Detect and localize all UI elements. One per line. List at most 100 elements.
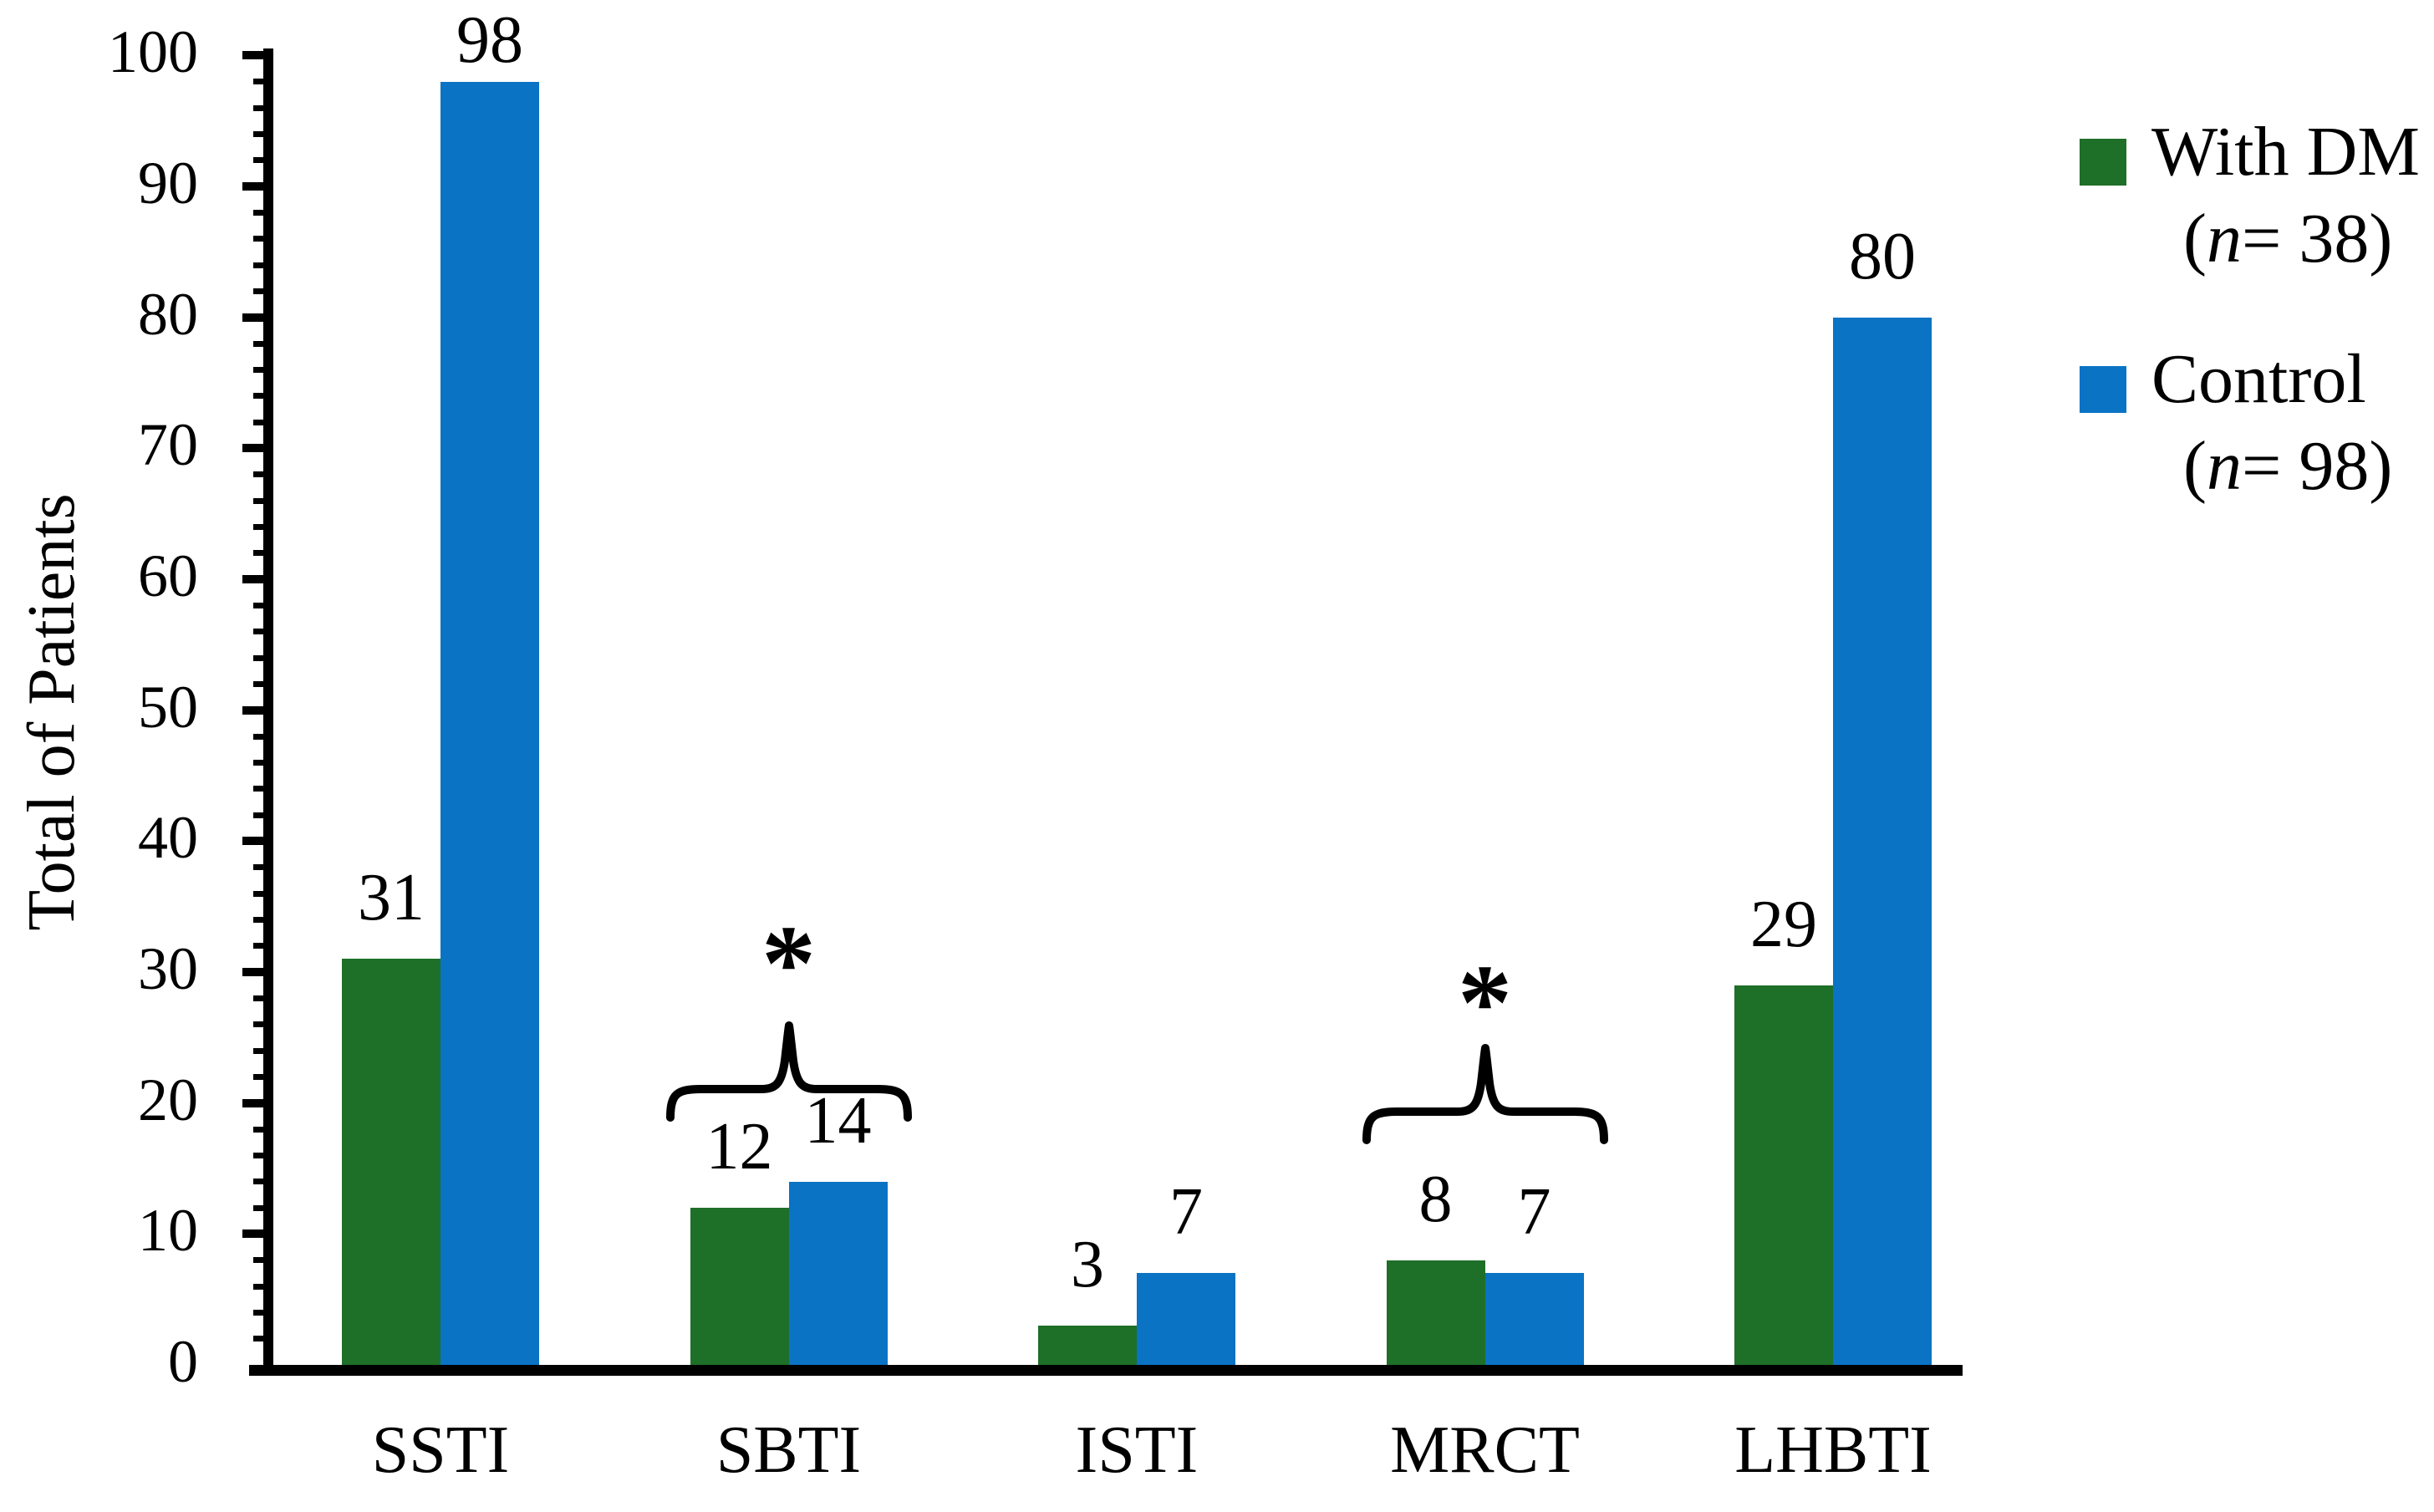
y-minor-tick [253,1021,273,1028]
category-label-ssti: SSTI [371,1413,510,1487]
y-major-tick [242,968,273,976]
y-major-tick [242,182,273,191]
y-minor-tick [253,1126,273,1133]
significance-brace-mrct [1362,1044,1608,1144]
y-minor-tick [253,812,273,818]
y-minor-tick [253,1204,273,1211]
y-tick-label: 80 [138,280,198,348]
y-minor-tick [253,995,273,1001]
y-major-tick [242,51,273,60]
y-minor-tick [253,943,273,949]
y-minor-tick [253,393,273,400]
legend-sub-open: ( [2183,200,2207,277]
y-minor-tick [253,550,273,557]
significance-asterisk-mrct: * [1458,943,1512,1063]
bar-control-isti [1137,1273,1235,1365]
y-minor-tick [253,1152,273,1158]
bar-control-sbti [788,1181,888,1365]
legend-swatch-control [2080,366,2126,413]
bar-with-dm-mrct [1386,1260,1485,1365]
legend-label-with-dm: With DM [2151,113,2420,191]
y-minor-tick [253,1047,273,1054]
y-minor-tick [253,654,273,661]
y-tick-label: 60 [138,542,198,609]
y-minor-tick [253,733,273,740]
y-minor-tick [253,1179,273,1185]
y-minor-tick [253,602,273,608]
legend-sub-open: ( [2183,427,2207,505]
y-minor-tick [253,786,273,792]
y-minor-tick [253,680,273,687]
y-minor-tick [253,1283,273,1290]
value-label-isti-with-dm: 3 [1071,1228,1104,1301]
category-label-isti: ISTI [1075,1413,1199,1487]
category-label-lhbti: LHBTI [1734,1413,1932,1487]
y-minor-tick [253,262,273,268]
bar-control-ssti [440,81,539,1365]
y-minor-tick [253,130,273,137]
y-minor-tick [253,471,273,478]
y-minor-tick [253,366,273,373]
y-major-tick [242,444,273,453]
value-label-sbti-control: 14 [804,1083,872,1158]
y-minor-tick [253,523,273,530]
value-label-lhbti-with-dm: 29 [1750,887,1817,961]
y-major-tick [242,1229,273,1239]
legend-label-control: Control [2151,340,2366,418]
y-major-tick [242,313,273,322]
significance-asterisk-sbti: * [761,904,816,1024]
y-minor-tick [253,1309,273,1316]
y-major-tick [242,1098,273,1107]
legend-sub-rest: = 38) [2241,200,2393,277]
y-minor-tick [253,759,273,766]
y-minor-tick [253,497,273,504]
value-label-isti-control: 7 [1169,1175,1203,1250]
y-major-tick [242,575,273,583]
y-minor-tick [253,209,273,216]
bar-with-dm-lhbti [1734,985,1833,1365]
value-label-lhbti-control: 80 [1849,219,1916,293]
bar-with-dm-ssti [342,959,440,1365]
value-label-ssti-control: 98 [456,3,523,77]
y-minor-tick [253,288,273,294]
value-label-mrct-with-dm: 8 [1418,1162,1453,1236]
y-tick-label: 0 [168,1328,198,1395]
y-minor-tick [253,79,273,85]
bar-control-lhbti [1833,317,1932,1365]
category-label-mrct: MRCT [1390,1413,1580,1487]
y-tick-label: 20 [138,1066,198,1133]
y-major-tick [242,705,273,715]
y-minor-tick [253,629,273,635]
value-label-sbti-with-dm: 12 [705,1110,773,1184]
y-tick-label: 40 [138,804,198,872]
legend-sub-rest: = 98) [2241,427,2393,505]
y-tick-label: 30 [138,935,198,1002]
y-minor-tick [253,916,273,923]
y-minor-tick [253,104,273,111]
y-minor-tick [253,1336,273,1342]
y-minor-tick [253,1257,273,1264]
legend-sub-n: n [2206,427,2242,505]
y-minor-tick [253,157,273,164]
bar-control-mrct [1484,1273,1584,1365]
y-minor-tick [253,340,273,347]
y-tick-label: 90 [138,150,198,216]
value-label-ssti-with-dm: 31 [358,861,425,935]
y-minor-tick [253,890,273,897]
y-minor-tick [253,419,273,425]
y-tick-label: 50 [138,673,198,741]
legend-swatch-with-dm [2080,139,2126,186]
y-major-tick [242,837,273,846]
legend-sub-control: (n= 98) [2183,431,2392,501]
y-minor-tick [253,236,273,242]
y-tick-label: 10 [138,1197,198,1265]
y-tick-label: 100 [108,18,198,86]
legend-sub-with-dm: (n= 38) [2183,204,2392,274]
y-minor-tick [253,1073,273,1080]
bar-with-dm-sbti [690,1208,789,1365]
y-minor-tick [253,864,273,871]
value-label-mrct-control: 7 [1517,1175,1551,1250]
bar-with-dm-isti [1038,1326,1137,1365]
